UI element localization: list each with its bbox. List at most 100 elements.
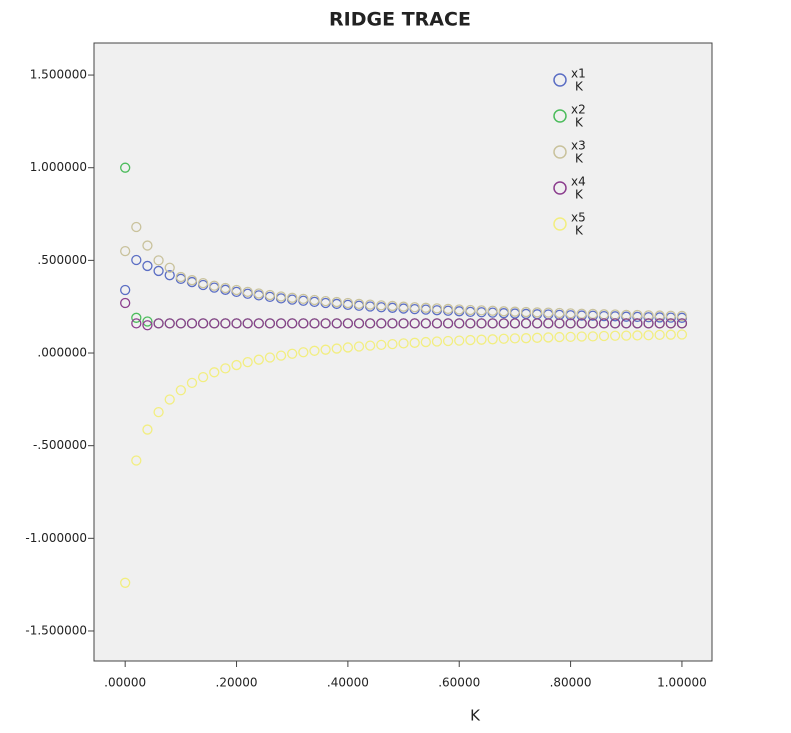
point xyxy=(465,304,476,316)
point xyxy=(665,310,676,321)
legend-sublabel: K xyxy=(575,224,584,238)
point xyxy=(476,334,487,345)
point xyxy=(532,332,543,343)
point xyxy=(442,303,454,315)
point xyxy=(342,318,354,329)
point xyxy=(587,318,599,329)
point xyxy=(409,302,420,313)
point xyxy=(287,318,298,329)
point xyxy=(676,329,688,340)
point xyxy=(120,577,131,588)
point xyxy=(231,318,242,329)
point xyxy=(543,332,554,343)
point xyxy=(309,318,320,329)
point xyxy=(231,359,242,371)
point xyxy=(331,296,342,308)
y-tick-label: -.500000 xyxy=(33,438,87,452)
point xyxy=(220,363,231,374)
point xyxy=(164,262,175,273)
point xyxy=(131,312,142,323)
point xyxy=(431,336,443,347)
y-tick-label: -1.000000 xyxy=(25,531,87,545)
point xyxy=(554,331,565,343)
point xyxy=(420,302,431,313)
point xyxy=(353,318,365,329)
point xyxy=(498,318,509,329)
point xyxy=(543,318,554,329)
point xyxy=(342,342,354,353)
point xyxy=(175,385,187,396)
point xyxy=(398,301,409,312)
x-tick-label: .80000 xyxy=(550,676,592,690)
point xyxy=(153,318,164,329)
legend-marker xyxy=(553,109,567,123)
point xyxy=(131,254,142,266)
point xyxy=(643,330,654,341)
point xyxy=(376,339,387,351)
legend-label: x1 xyxy=(571,67,586,81)
point xyxy=(632,318,643,329)
point xyxy=(565,318,576,329)
point xyxy=(164,394,175,405)
point xyxy=(298,318,309,329)
point xyxy=(309,345,320,356)
point xyxy=(598,330,610,342)
point xyxy=(509,306,521,317)
point xyxy=(609,330,621,341)
point xyxy=(476,305,487,316)
point xyxy=(220,282,231,294)
point xyxy=(120,297,131,309)
point xyxy=(409,337,420,348)
point xyxy=(632,330,643,341)
point xyxy=(665,329,676,340)
point xyxy=(153,265,164,277)
plot-area xyxy=(93,42,713,662)
point xyxy=(387,338,398,350)
legend-sublabel: K xyxy=(575,116,584,130)
x-tick-label: .20000 xyxy=(216,676,258,690)
point xyxy=(120,162,131,173)
point xyxy=(264,289,276,301)
point xyxy=(253,288,264,299)
point xyxy=(454,318,465,329)
point xyxy=(376,318,387,329)
x-tick-label: .00000 xyxy=(104,676,146,690)
x-tick-label: .40000 xyxy=(327,676,369,690)
point xyxy=(353,298,365,310)
point xyxy=(253,318,264,329)
point xyxy=(253,354,264,365)
point xyxy=(220,318,231,329)
point xyxy=(398,318,409,329)
legend-label: x5 xyxy=(571,211,586,225)
point xyxy=(376,300,387,311)
point xyxy=(131,455,142,466)
point xyxy=(420,336,431,348)
point xyxy=(320,295,331,307)
point xyxy=(576,331,587,342)
point xyxy=(387,318,398,329)
x-axis-label: K xyxy=(470,707,481,725)
legend-marker xyxy=(553,145,567,159)
legend-label: x2 xyxy=(571,103,586,117)
point xyxy=(621,318,632,329)
chart-title: RIDGE TRACE xyxy=(329,9,471,31)
x-tick-label: 1.00000 xyxy=(657,676,707,690)
point xyxy=(498,306,509,317)
point xyxy=(665,318,676,329)
point xyxy=(654,329,665,341)
point xyxy=(175,318,187,329)
point xyxy=(164,270,175,281)
point xyxy=(275,318,287,329)
point xyxy=(231,284,242,296)
point xyxy=(164,318,175,329)
point xyxy=(120,284,131,296)
legend-marker xyxy=(553,181,567,195)
y-tick-label: 1.500000 xyxy=(30,68,87,82)
point xyxy=(654,318,665,329)
point xyxy=(598,318,610,329)
point xyxy=(565,331,576,343)
point xyxy=(465,318,476,329)
point xyxy=(131,318,142,329)
point xyxy=(442,318,454,329)
point xyxy=(142,260,153,272)
